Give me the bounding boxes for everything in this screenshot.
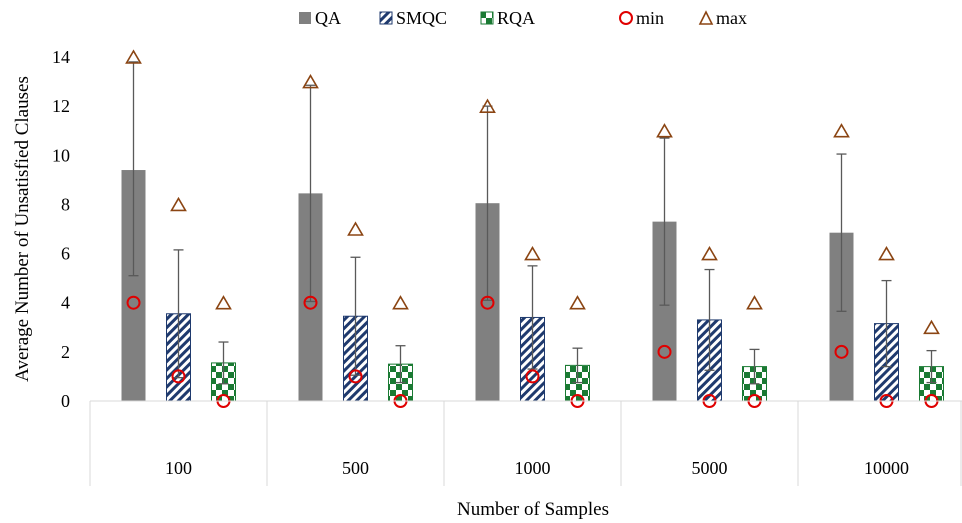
y-tick-label: 12 (52, 96, 70, 116)
max-marker (833, 123, 850, 138)
max-marker (392, 295, 409, 310)
x-tick-label: 10000 (864, 458, 909, 478)
x-tick-label: 100 (165, 458, 192, 478)
max-marker (347, 221, 364, 236)
legend-swatch-qa (299, 12, 311, 24)
legend-label: RQA (497, 8, 535, 28)
max-marker (125, 49, 142, 64)
x-axis: 100 500 1000 5000 10000 (89, 400, 962, 486)
y-axis-title: Average Number of Unsatisfied Clauses (12, 76, 33, 382)
max-marker (524, 245, 541, 261)
legend-swatch-smqc (379, 11, 393, 25)
y-axis: 0 2 4 6 8 10 12 14 (52, 47, 70, 411)
max-marker (746, 295, 763, 310)
max-marker (170, 196, 187, 212)
min-marker (348, 369, 363, 384)
max-marker (302, 73, 319, 89)
legend-swatch-rqa (480, 11, 494, 25)
legend-item-smqc: SMQC (379, 8, 447, 28)
legend-item-qa: QA (299, 8, 341, 28)
max-marker (656, 123, 673, 138)
legend-swatch-min (619, 11, 633, 25)
x-tick-label: 500 (342, 458, 369, 478)
y-tick-label: 4 (61, 293, 70, 313)
legend-label: QA (315, 8, 341, 28)
min-marker (303, 295, 318, 310)
min-marker (657, 344, 672, 359)
y-tick-label: 6 (61, 244, 70, 264)
legend-label: SMQC (396, 8, 447, 28)
min-marker (525, 369, 540, 384)
legend-item-rqa: RQA (480, 8, 535, 28)
x-tick-label: 5000 (692, 458, 728, 478)
x-axis-title: Number of Samples (457, 499, 609, 520)
min-marker (171, 369, 186, 384)
max-marker (923, 319, 940, 335)
legend: QA SMQC RQA min max (299, 8, 747, 28)
legend-item-max: max (698, 8, 747, 28)
legend-label: max (716, 8, 747, 28)
y-tick-label: 14 (52, 47, 70, 67)
y-tick-label: 10 (52, 145, 70, 165)
x-tick-label: 1000 (515, 458, 551, 478)
min-marker (834, 344, 849, 359)
legend-item-min: min (619, 8, 664, 28)
max-marker (215, 295, 232, 310)
y-tick-label: 8 (61, 194, 70, 214)
min-marker (126, 295, 141, 310)
legend-label: min (636, 8, 664, 28)
y-tick-label: 2 (61, 342, 70, 362)
max-marker (569, 295, 586, 310)
max-marker (479, 98, 496, 113)
plot-area (121, 49, 944, 408)
y-tick-label: 0 (61, 391, 70, 411)
max-marker (878, 245, 895, 261)
legend-swatch-max (698, 10, 714, 25)
min-marker (480, 295, 495, 310)
max-marker (701, 245, 718, 261)
